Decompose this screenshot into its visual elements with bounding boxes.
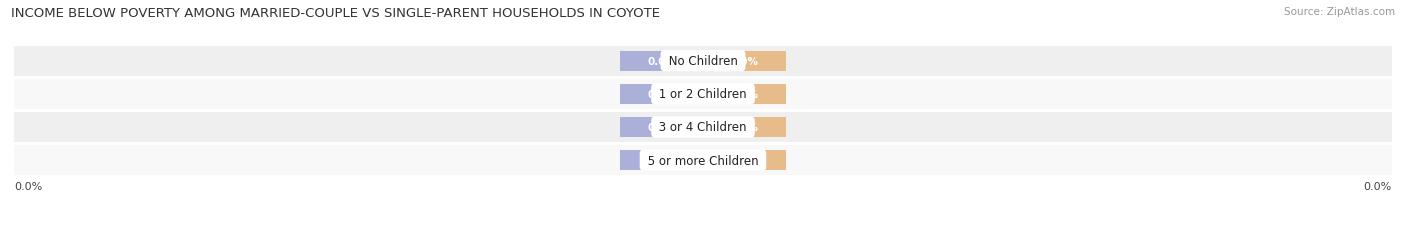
Text: 0.0%: 0.0% bbox=[1364, 181, 1392, 191]
Text: INCOME BELOW POVERTY AMONG MARRIED-COUPLE VS SINGLE-PARENT HOUSEHOLDS IN COYOTE: INCOME BELOW POVERTY AMONG MARRIED-COUPL… bbox=[11, 7, 661, 20]
Bar bbox=[703, 118, 786, 137]
Text: 0.0%: 0.0% bbox=[730, 89, 759, 99]
Bar bbox=[703, 150, 786, 170]
Bar bbox=[620, 52, 703, 71]
Text: 0.0%: 0.0% bbox=[730, 56, 759, 66]
Bar bbox=[14, 146, 1392, 175]
Text: 0.0%: 0.0% bbox=[647, 89, 676, 99]
Text: 5 or more Children: 5 or more Children bbox=[644, 154, 762, 167]
Bar bbox=[14, 112, 1392, 142]
Text: 0.0%: 0.0% bbox=[647, 122, 676, 132]
Text: 0.0%: 0.0% bbox=[647, 155, 676, 165]
Bar bbox=[14, 79, 1392, 109]
Text: No Children: No Children bbox=[665, 55, 741, 68]
Bar bbox=[14, 46, 1392, 76]
Bar bbox=[620, 118, 703, 137]
Bar bbox=[703, 52, 786, 71]
Text: 0.0%: 0.0% bbox=[730, 155, 759, 165]
Text: Source: ZipAtlas.com: Source: ZipAtlas.com bbox=[1284, 7, 1395, 17]
Text: 0.0%: 0.0% bbox=[730, 122, 759, 132]
Text: 0.0%: 0.0% bbox=[14, 181, 42, 191]
Text: 0.0%: 0.0% bbox=[647, 56, 676, 66]
Text: 3 or 4 Children: 3 or 4 Children bbox=[655, 121, 751, 134]
Bar bbox=[703, 85, 786, 104]
Bar bbox=[620, 85, 703, 104]
Bar bbox=[620, 150, 703, 170]
Text: 1 or 2 Children: 1 or 2 Children bbox=[655, 88, 751, 101]
